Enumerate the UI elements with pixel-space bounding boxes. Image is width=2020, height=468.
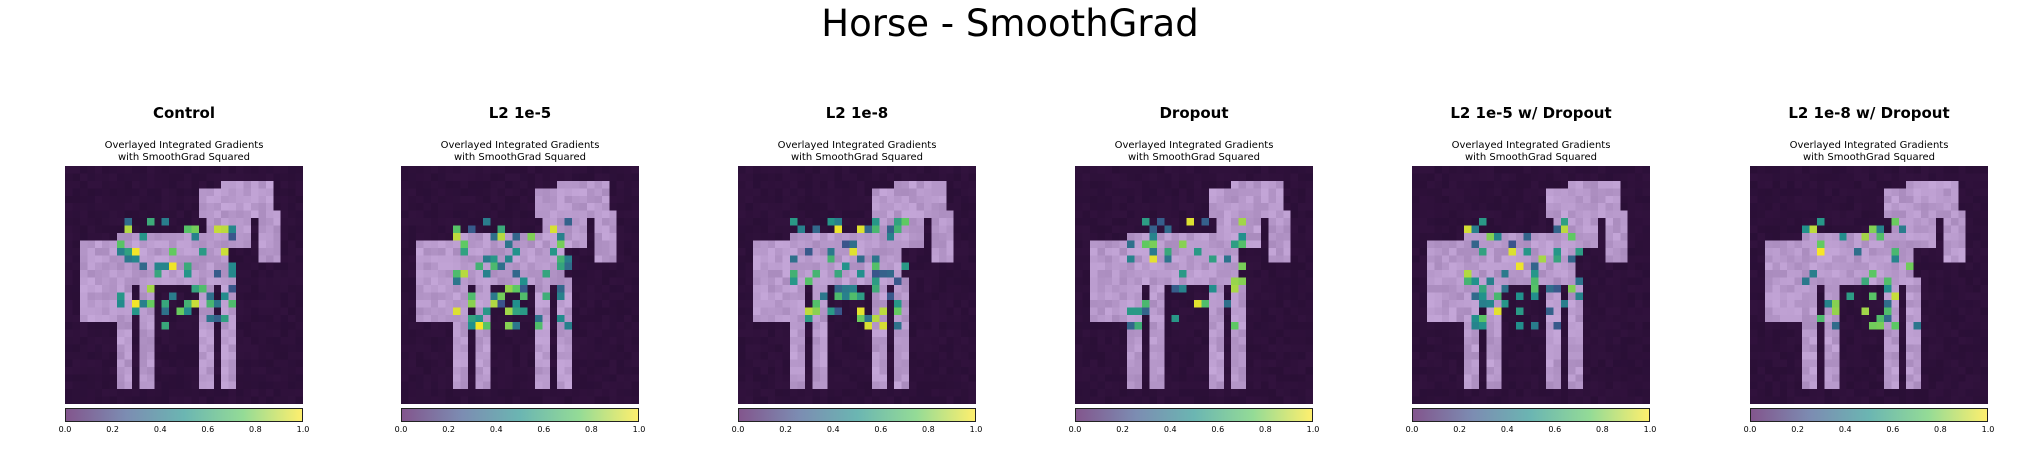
panel-subtitle-line: Overlayed Integrated Gradients bbox=[777, 140, 937, 151]
panel-subtitle-line: Overlayed Integrated Gradients bbox=[440, 140, 600, 151]
panel-subtitle: Overlayed Integrated Gradients with Smoot… bbox=[5, 140, 363, 164]
attribution-heatmap-image bbox=[1750, 166, 1988, 404]
colorbar-tick-label: 0.6 bbox=[1211, 425, 1225, 434]
panel-title: L2 1e-5 w/ Dropout bbox=[1450, 104, 1612, 122]
colorbar-tick-label: 0.2 bbox=[1791, 425, 1804, 434]
colorbar-tick-label: 0.0 bbox=[58, 425, 72, 434]
colorbar-tick-label: 0.8 bbox=[1596, 425, 1609, 434]
colorbar-tick-label: 0.8 bbox=[922, 425, 935, 434]
colorbar-tick-label: 0.6 bbox=[537, 425, 551, 434]
panel-subtitle-line: with SmoothGrad Squared bbox=[1127, 152, 1261, 163]
panel: L2 1e-5 w/ Dropout Overlayed Integrated G… bbox=[1406, 100, 1657, 440]
colorbar-tick-label: 0.0 bbox=[1743, 425, 1757, 434]
colorbar-tick-label: 0.4 bbox=[1838, 425, 1852, 434]
figure-title: Horse - SmoothGrad bbox=[821, 2, 1199, 45]
panel-subtitle-line: with SmoothGrad Squared bbox=[453, 152, 587, 163]
colorbar-tick-label: 0.6 bbox=[201, 425, 215, 434]
colorbar bbox=[401, 408, 639, 422]
panel-subtitle-line: Overlayed Integrated Gradients bbox=[1114, 140, 1274, 151]
attribution-heatmap-image bbox=[65, 166, 303, 404]
colorbar-tick-label: 0.2 bbox=[442, 425, 455, 434]
panel-subtitle-line: with SmoothGrad Squared bbox=[790, 152, 924, 163]
panel-subtitle-line: Overlayed Integrated Gradients bbox=[104, 140, 264, 151]
colorbar-tick-label: 0.6 bbox=[874, 425, 888, 434]
panel-subtitle: Overlayed Integrated Gradients with Smoot… bbox=[1352, 140, 1710, 164]
colorbar-tick-label: 1.0 bbox=[1981, 425, 1995, 434]
attribution-heatmap-image bbox=[1412, 166, 1650, 404]
panel-title: L2 1e-8 w/ Dropout bbox=[1788, 104, 1950, 122]
panel-subtitle: Overlayed Integrated Gradients with Smoot… bbox=[678, 140, 1036, 164]
panel-subtitle: Overlayed Integrated Gradients with Smoot… bbox=[341, 140, 699, 164]
panel-title: Control bbox=[152, 104, 215, 122]
panel: Dropout Overlayed Integrated Gradients wit… bbox=[1069, 100, 1320, 440]
colorbar-tick-label: 0.4 bbox=[1163, 425, 1177, 434]
panel: L2 1e-8 Overlayed Integrated Gradients wit… bbox=[732, 100, 983, 440]
colorbar bbox=[1750, 408, 1988, 422]
colorbar-tick-label: 0.2 bbox=[779, 425, 792, 434]
colorbar-tick-label: 0.0 bbox=[1405, 425, 1419, 434]
colorbar-tick-label: 0.0 bbox=[394, 425, 408, 434]
panel: L2 1e-5 Overlayed Integrated Gradients wit… bbox=[395, 100, 646, 440]
colorbar-tick-label: 0.6 bbox=[1886, 425, 1900, 434]
panel-subtitle-line: Overlayed Integrated Gradients bbox=[1451, 140, 1611, 151]
colorbar-tick-label: 0.8 bbox=[1259, 425, 1272, 434]
attribution-heatmap-image bbox=[738, 166, 976, 404]
panel-subtitle-line: with SmoothGrad Squared bbox=[117, 152, 251, 163]
attribution-heatmap-image bbox=[401, 166, 639, 404]
panel: L2 1e-8 w/ Dropout Overlayed Integrated G… bbox=[1744, 100, 1995, 440]
colorbar bbox=[65, 408, 303, 422]
colorbar-tick-label: 0.0 bbox=[1068, 425, 1082, 434]
colorbar-tick-label: 0.4 bbox=[489, 425, 503, 434]
panel-subtitle-line: with SmoothGrad Squared bbox=[1464, 152, 1598, 163]
colorbar-tick-label: 0.8 bbox=[585, 425, 598, 434]
colorbar bbox=[1075, 408, 1313, 422]
colorbar-tick-label: 1.0 bbox=[969, 425, 983, 434]
panel-subtitle: Overlayed Integrated Gradients with Smoot… bbox=[1015, 140, 1373, 164]
colorbar-tick-label: 0.2 bbox=[106, 425, 119, 434]
panel-title: L2 1e-5 bbox=[488, 104, 552, 122]
colorbar bbox=[1412, 408, 1650, 422]
panel-title: Dropout bbox=[1159, 104, 1229, 122]
panel-subtitle-line: with SmoothGrad Squared bbox=[1802, 152, 1936, 163]
colorbar-tick-label: 0.4 bbox=[826, 425, 840, 434]
colorbar-tick-label: 0.4 bbox=[153, 425, 167, 434]
colorbar-tick-label: 1.0 bbox=[296, 425, 310, 434]
colorbar-tick-label: 0.8 bbox=[1934, 425, 1947, 434]
colorbar-tick-label: 1.0 bbox=[1306, 425, 1320, 434]
colorbar bbox=[738, 408, 976, 422]
panel: Control Overlayed Integrated Gradients wit… bbox=[59, 100, 310, 440]
colorbar-tick-label: 0.6 bbox=[1548, 425, 1562, 434]
attribution-heatmap-image bbox=[1075, 166, 1313, 404]
panel-subtitle-line: Overlayed Integrated Gradients bbox=[1789, 140, 1949, 151]
colorbar-tick-label: 1.0 bbox=[1643, 425, 1657, 434]
colorbar-tick-label: 0.4 bbox=[1500, 425, 1514, 434]
colorbar-tick-label: 1.0 bbox=[632, 425, 646, 434]
colorbar-tick-label: 0.0 bbox=[731, 425, 745, 434]
panel-title: L2 1e-8 bbox=[825, 104, 889, 122]
panel-subtitle: Overlayed Integrated Gradients with Smoot… bbox=[1690, 140, 2020, 164]
colorbar-tick-label: 0.2 bbox=[1453, 425, 1466, 434]
colorbar-tick-label: 0.2 bbox=[1116, 425, 1129, 434]
colorbar-tick-label: 0.8 bbox=[249, 425, 262, 434]
